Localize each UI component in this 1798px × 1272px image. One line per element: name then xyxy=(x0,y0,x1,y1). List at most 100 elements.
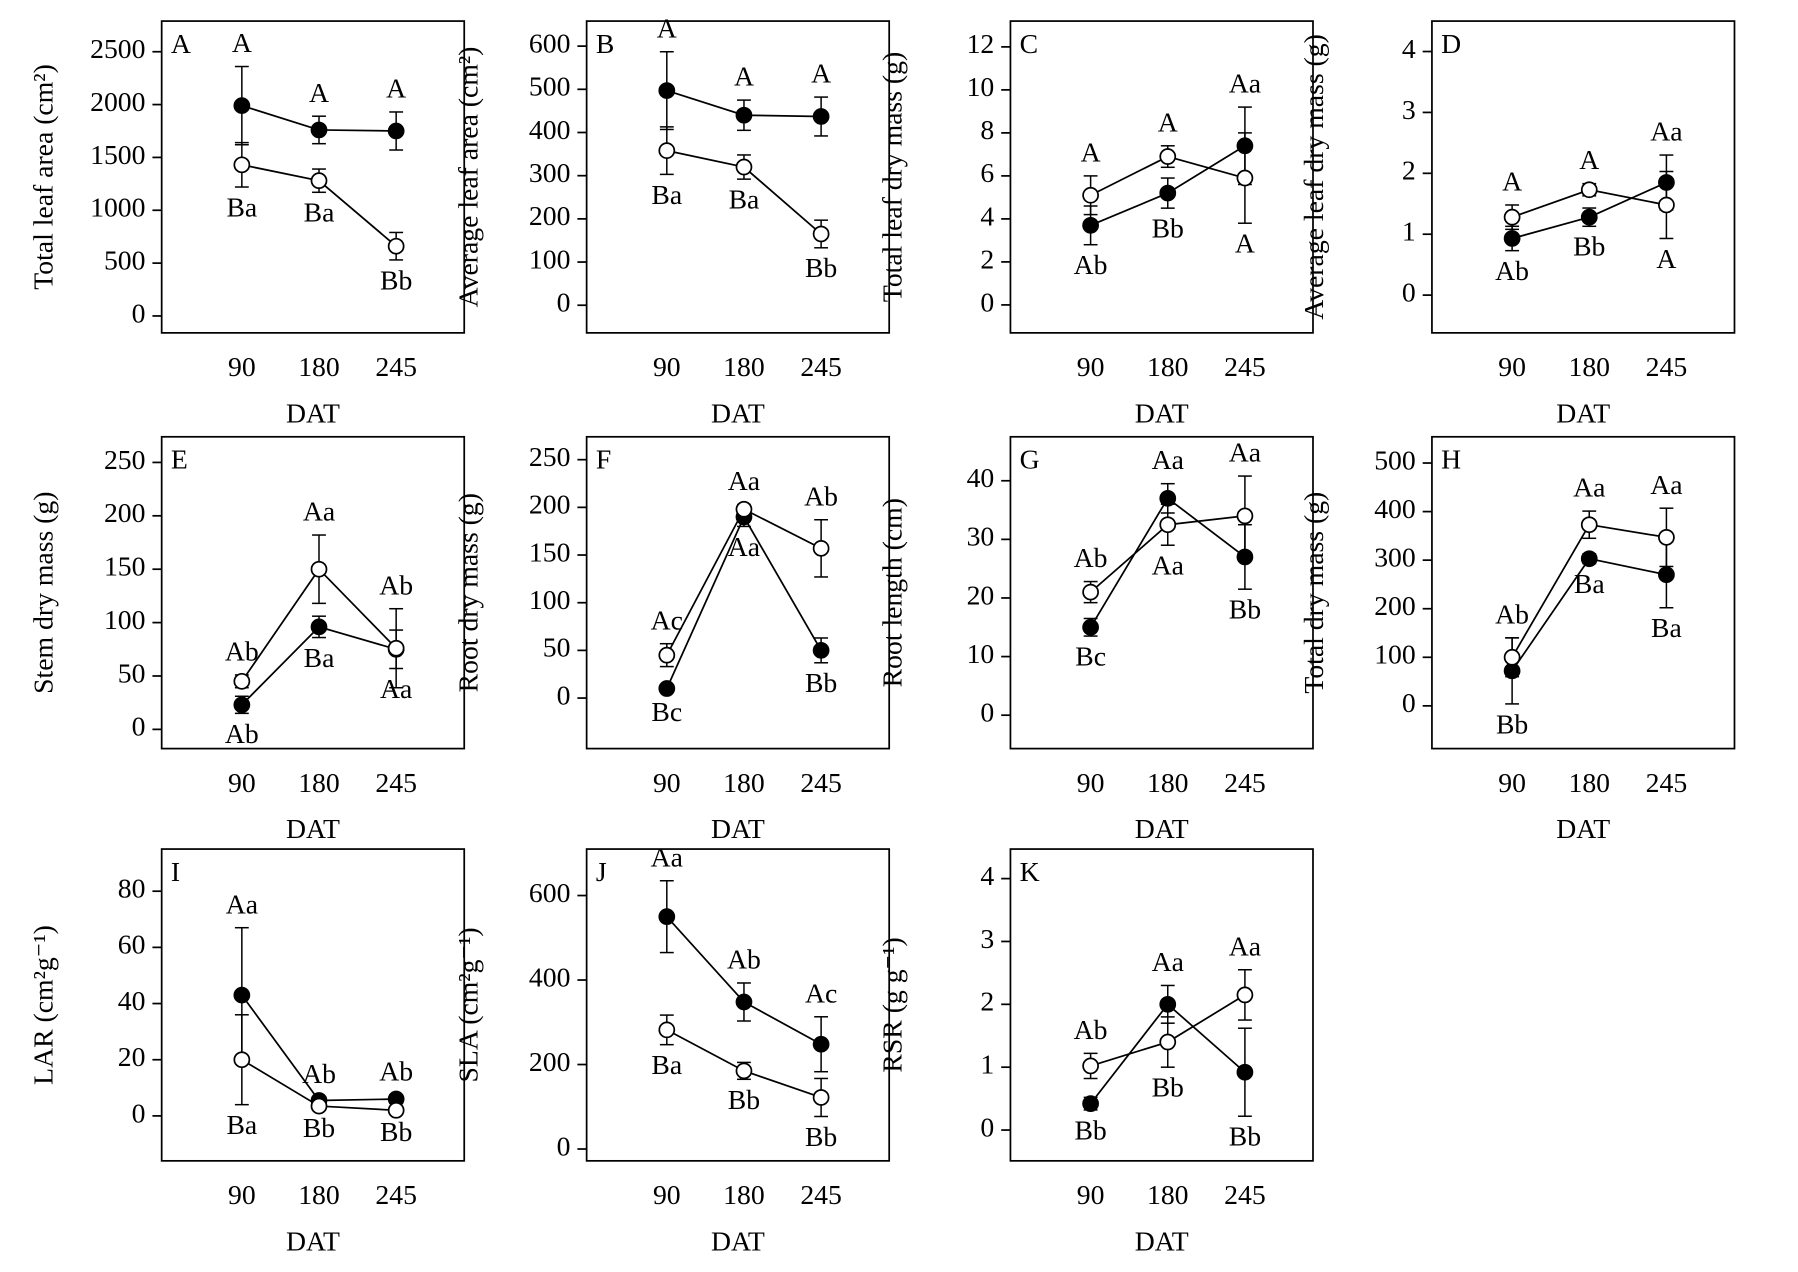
y-tick-label: 3 xyxy=(1402,94,1416,125)
data-point xyxy=(1082,1057,1099,1075)
y-tick-label: 0 xyxy=(557,1130,571,1161)
significance-label: Ac xyxy=(805,977,837,1008)
x-axis-label: DAT xyxy=(1556,813,1610,844)
data-point xyxy=(1236,1063,1254,1081)
significance-label: Bb xyxy=(728,1084,760,1115)
x-tick-label: 245 xyxy=(800,767,842,798)
panel: G 0 10 20 30 40 90 180 245 DAT Root length (cm) Bc A… xyxy=(876,435,1314,844)
data-point xyxy=(1082,618,1099,636)
data-point xyxy=(658,680,676,697)
x-tick-label: 90 xyxy=(1498,767,1526,798)
significance-label: Ab xyxy=(1074,249,1108,280)
data-point xyxy=(1236,548,1254,566)
data-point xyxy=(735,1062,753,1080)
y-tick-label: 4 xyxy=(1402,33,1416,64)
plot-frame xyxy=(1431,435,1736,750)
data-point xyxy=(658,1021,676,1039)
significance-label: Aa xyxy=(1650,116,1682,147)
significance-label: Ab xyxy=(225,635,259,666)
x-axis-label: DAT xyxy=(711,397,765,428)
significance-label: Ab xyxy=(302,1058,336,1089)
data-point xyxy=(1503,648,1521,666)
data-point xyxy=(812,225,830,243)
data-point xyxy=(387,639,405,657)
data-point xyxy=(1159,489,1177,507)
data-point xyxy=(812,1089,830,1106)
y-tick-label: 30 xyxy=(967,521,995,552)
plot-frame xyxy=(160,848,466,1162)
y-tick-label: 0 xyxy=(132,297,146,328)
y-axis-label: Total leaf area (cm²) xyxy=(28,64,59,290)
y-tick-label: 40 xyxy=(967,462,995,493)
data-point xyxy=(1658,528,1675,546)
significance-label: Ba xyxy=(226,191,257,222)
data-point xyxy=(310,618,328,636)
x-tick-label: 90 xyxy=(1498,351,1526,382)
x-tick-label: 180 xyxy=(1568,351,1610,382)
data-point xyxy=(658,142,676,160)
y-tick-label: 200 xyxy=(529,1046,571,1077)
x-axis-label: DAT xyxy=(1556,397,1610,428)
x-tick-label: 180 xyxy=(723,351,765,382)
plot-frame xyxy=(1009,20,1314,334)
data-point xyxy=(812,539,830,557)
y-tick-label: 2 xyxy=(1402,155,1416,186)
significance-label: Ab xyxy=(1074,542,1108,573)
significance-label: Aa xyxy=(728,465,760,496)
x-axis-label: DAT xyxy=(711,1225,765,1256)
data-point xyxy=(1082,583,1099,601)
y-tick-label: 3 xyxy=(980,923,994,954)
significance-label: A xyxy=(734,61,754,92)
y-tick-label: 200 xyxy=(529,489,571,520)
panel: H 0 100 200 300 400 500 90 180 245 DAT Total dry ma… xyxy=(1298,435,1736,844)
significance-label: Ba xyxy=(1574,568,1605,599)
y-tick-label: 200 xyxy=(1374,590,1416,621)
significance-label: Aa xyxy=(1229,437,1261,468)
significance-label: Aa xyxy=(1650,469,1682,500)
significance-label: Bc xyxy=(1075,641,1106,672)
data-point xyxy=(1082,1095,1099,1113)
x-tick-label: 245 xyxy=(375,1179,417,1210)
significance-label: Ba xyxy=(1651,612,1682,643)
data-point xyxy=(735,106,753,124)
significance-label: Ba xyxy=(304,642,335,673)
data-point xyxy=(233,986,251,1004)
significance-label: Bb xyxy=(1152,213,1184,244)
significance-label: Bb xyxy=(805,667,837,698)
y-tick-label: 600 xyxy=(529,27,571,58)
data-point xyxy=(812,1035,830,1053)
x-tick-label: 245 xyxy=(375,351,417,382)
panel-letter: J xyxy=(596,856,607,887)
y-tick-label: 2500 xyxy=(90,33,145,64)
data-point xyxy=(310,560,328,578)
x-tick-label: 245 xyxy=(1646,767,1688,798)
significance-label: Aa xyxy=(1573,472,1605,503)
data-point xyxy=(812,642,830,659)
y-tick-label: 1 xyxy=(980,1049,994,1080)
x-tick-label: 180 xyxy=(723,1179,765,1210)
significance-label: Ab xyxy=(1495,598,1529,629)
significance-label: Bb xyxy=(380,264,412,295)
data-point xyxy=(310,1097,328,1115)
data-point xyxy=(1236,169,1254,187)
significance-label: Ab xyxy=(1074,1014,1108,1045)
significance-label: A xyxy=(1081,136,1101,167)
data-point xyxy=(658,82,676,99)
data-point xyxy=(1658,174,1675,191)
x-tick-label: 90 xyxy=(653,1179,681,1210)
significance-label: Bb xyxy=(1496,708,1528,739)
y-tick-label: 40 xyxy=(118,985,146,1016)
data-point xyxy=(1159,516,1177,534)
data-point xyxy=(233,696,251,714)
y-tick-label: 10 xyxy=(967,71,995,102)
significance-label: Bb xyxy=(1152,1072,1184,1103)
y-tick-label: 1 xyxy=(1402,216,1416,247)
significance-label: Aa xyxy=(651,841,683,872)
y-axis-label: SLA (cm²g⁻¹) xyxy=(453,927,484,1082)
y-tick-label: 4 xyxy=(980,860,994,891)
y-tick-label: 400 xyxy=(529,114,571,145)
significance-label: Bb xyxy=(303,1112,335,1143)
significance-label: Ac xyxy=(651,604,683,635)
data-point xyxy=(1580,550,1598,568)
